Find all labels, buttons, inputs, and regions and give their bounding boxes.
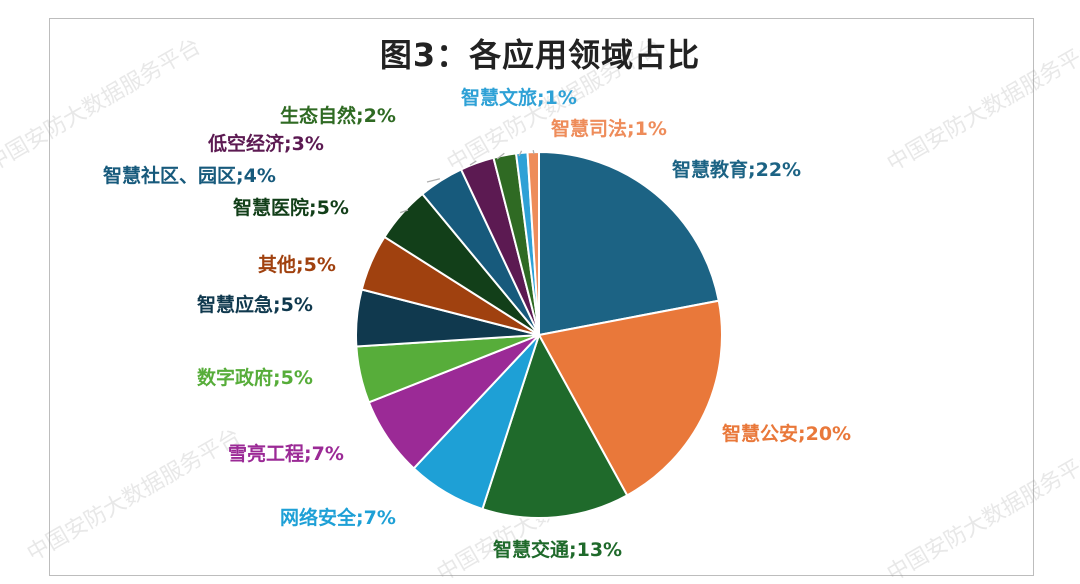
- slice-label: 低空经济;3%: [207, 132, 324, 155]
- slice-label: 智慧应急;5%: [197, 293, 313, 316]
- slice-labels: 智慧教育;22% 智慧公安;20% 智慧交通;13% 网络安全;7% 雪亮工程;7% 数字…: [103, 86, 851, 561]
- leader-line: [400, 209, 409, 214]
- leader-lines: [400, 149, 535, 214]
- slice-label: 数字政府;5%: [197, 366, 313, 389]
- leader-line: [496, 152, 505, 160]
- slice-label: 雪亮工程;7%: [228, 442, 344, 465]
- pie-slice: [481, 332, 629, 519]
- slice-label: 智慧社区、园区;4%: [103, 164, 276, 187]
- slice-label: 其他;5%: [258, 253, 336, 276]
- pie-slice: [538, 150, 720, 337]
- slice-label: 智慧司法;1%: [551, 117, 667, 140]
- pie-slice: [537, 299, 723, 497]
- slice-label: 智慧文旅;1%: [461, 86, 577, 109]
- slice-label: 智慧交通;13%: [493, 538, 622, 561]
- leader-line: [426, 178, 441, 183]
- slice-label: 智慧教育;22%: [672, 158, 801, 181]
- leader-line: [469, 160, 477, 166]
- leader-line: [532, 149, 535, 155]
- slice-label: 智慧医院;5%: [233, 196, 349, 219]
- slice-label: 生态自然;2%: [280, 104, 396, 127]
- slice-label: 智慧公安;20%: [722, 422, 851, 445]
- pie-slices: [355, 150, 723, 519]
- leader-line: [518, 150, 523, 157]
- slice-label: 网络安全;7%: [280, 506, 396, 529]
- chart-title: 图3：各应用领域占比: [379, 36, 701, 74]
